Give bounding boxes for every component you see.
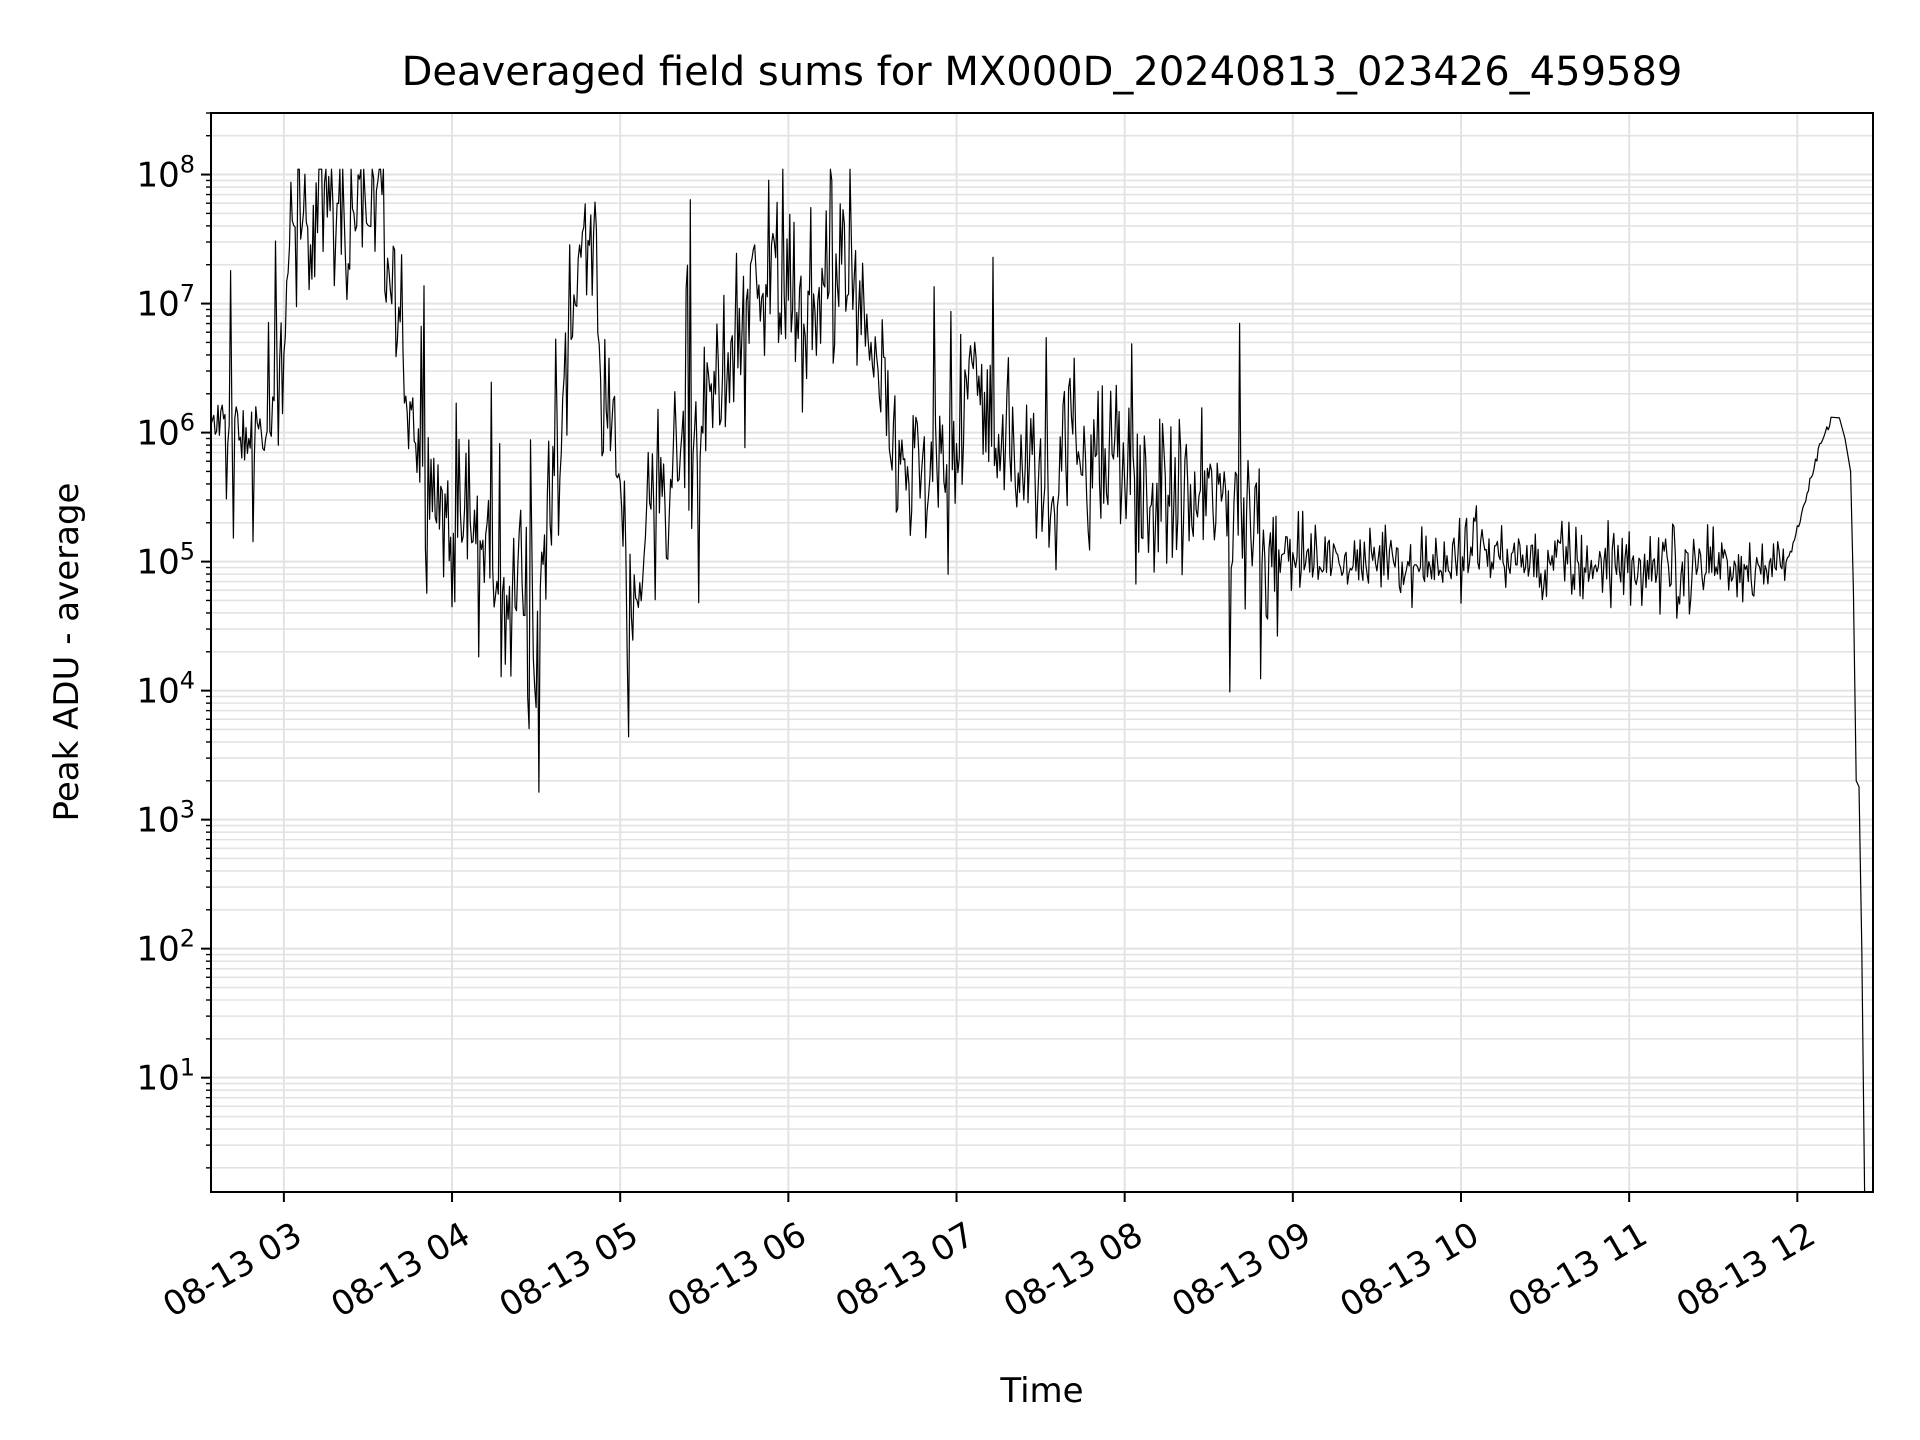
y-tick-label: 101 [136, 1054, 195, 1099]
grid-lines [211, 112, 1873, 1192]
y-tick-base: 10 [136, 930, 179, 970]
y-tick-exponent: 8 [180, 151, 195, 179]
y-tick-label: 105 [136, 538, 195, 583]
y-tick-exponent: 7 [180, 280, 195, 308]
y-tick-exponent: 5 [180, 538, 195, 566]
y-tick-label: 106 [136, 409, 195, 454]
y-tick-label: 102 [136, 925, 195, 970]
y-tick-label: 108 [136, 151, 195, 196]
y-tick-exponent: 3 [180, 796, 195, 824]
y-tick-base: 10 [136, 1059, 179, 1099]
y-axis-label: Peak ADU - average [47, 483, 87, 822]
y-tick-base: 10 [136, 156, 179, 196]
y-tick-exponent: 4 [180, 667, 195, 695]
y-tick-exponent: 1 [180, 1054, 195, 1082]
y-tick-base: 10 [136, 543, 179, 583]
y-tick-base: 10 [136, 285, 179, 325]
y-tick-exponent: 6 [180, 409, 195, 437]
y-tick-base: 10 [136, 801, 179, 841]
chart-title: Deaveraged field sums for MX000D_2024081… [402, 49, 1683, 95]
y-tick-exponent: 2 [180, 925, 195, 953]
plot-frame [210, 112, 1874, 1193]
y-tick-label: 104 [136, 667, 195, 712]
x-axis-label: Time [999, 1371, 1083, 1411]
y-tick-label: 107 [136, 280, 195, 325]
series-line [210, 168, 1866, 1193]
y-tick-label: 103 [136, 796, 195, 841]
y-tick-base: 10 [136, 414, 179, 454]
y-tick-base: 10 [136, 672, 179, 712]
